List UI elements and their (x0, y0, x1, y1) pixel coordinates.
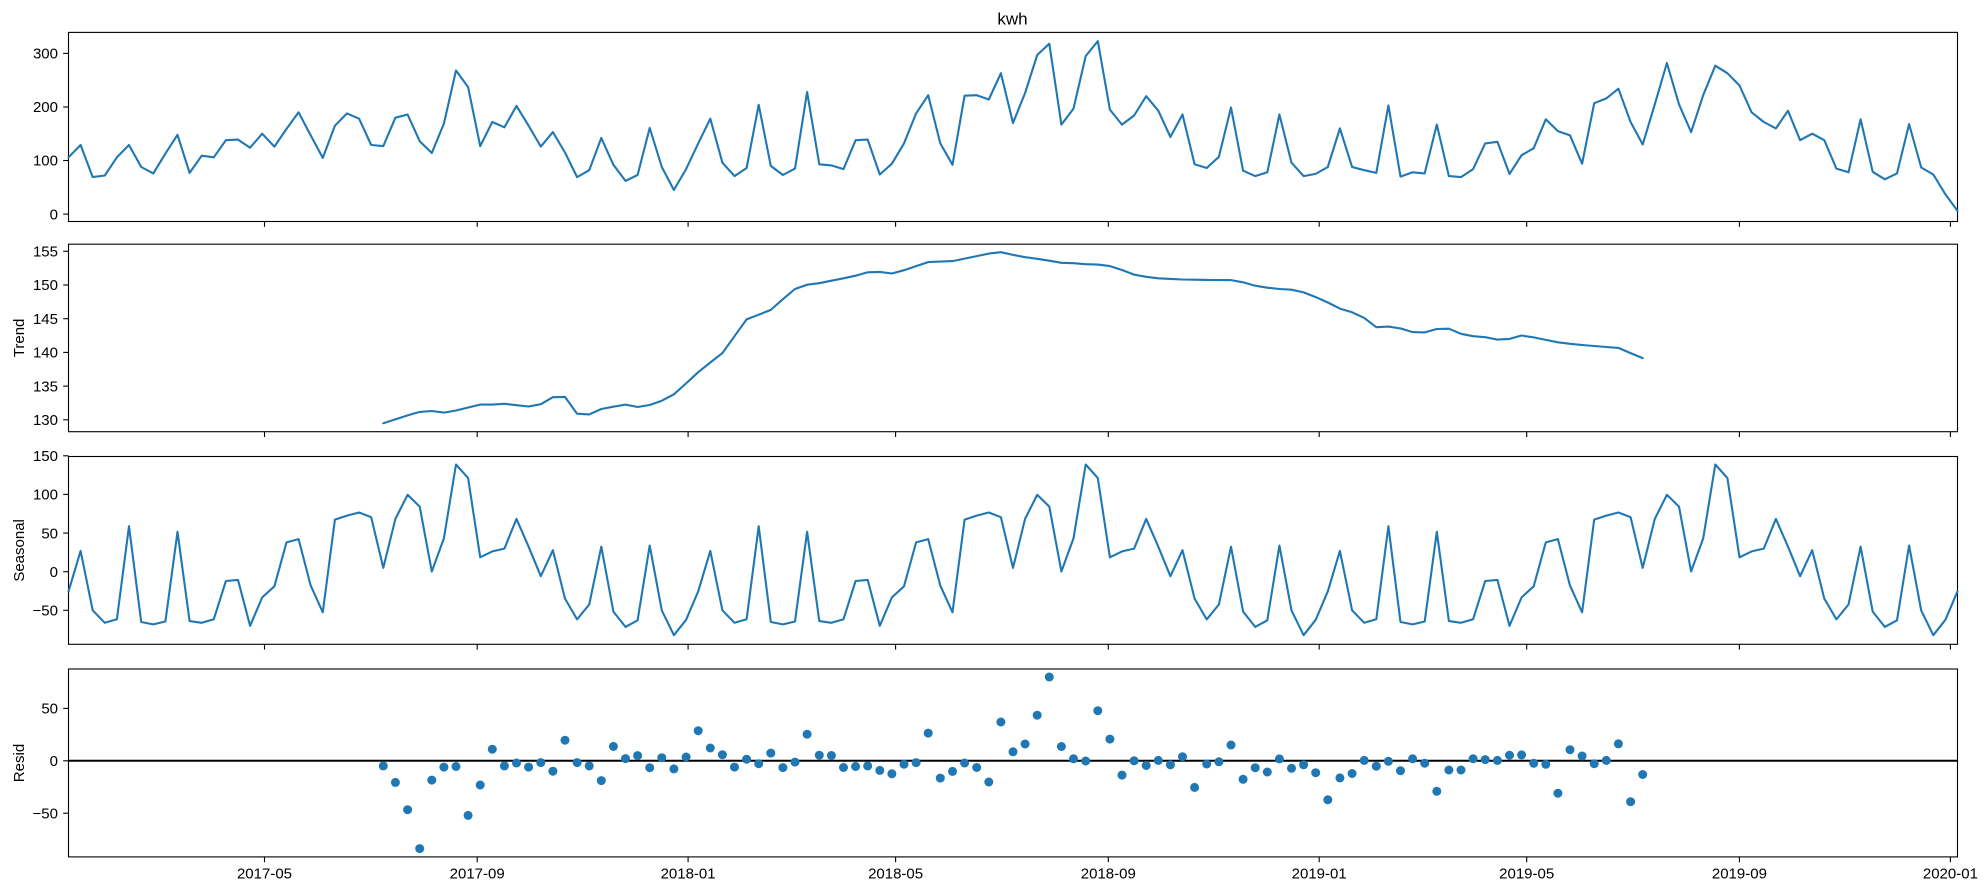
svg-text:Seasonal: Seasonal (11, 519, 28, 582)
svg-text:2019-05: 2019-05 (1499, 865, 1554, 882)
svg-text:2019-09: 2019-09 (1712, 865, 1767, 882)
svg-text:155: 155 (33, 244, 58, 261)
svg-text:2018-05: 2018-05 (868, 865, 923, 882)
svg-text:150: 150 (33, 448, 58, 465)
svg-text:135: 135 (33, 378, 58, 395)
svg-text:300: 300 (33, 46, 58, 63)
svg-text:0: 0 (50, 206, 58, 223)
svg-text:140: 140 (33, 345, 58, 362)
svg-text:2018-09: 2018-09 (1081, 865, 1136, 882)
svg-text:100: 100 (33, 153, 58, 170)
svg-text:145: 145 (33, 311, 58, 328)
svg-text:0: 0 (50, 564, 58, 581)
svg-text:2017-09: 2017-09 (450, 865, 505, 882)
svg-text:2018-01: 2018-01 (661, 865, 716, 882)
svg-text:Trend: Trend (11, 319, 28, 358)
svg-text:Resid: Resid (11, 744, 28, 782)
svg-text:2020-01: 2020-01 (1923, 865, 1978, 882)
svg-text:2017-05: 2017-05 (237, 865, 292, 882)
svg-text:2019-01: 2019-01 (1292, 865, 1347, 882)
svg-text:kwh: kwh (997, 10, 1027, 29)
svg-text:−50: −50 (33, 805, 58, 822)
svg-text:−50: −50 (33, 603, 58, 620)
svg-text:50: 50 (41, 525, 58, 542)
svg-text:200: 200 (33, 99, 58, 116)
svg-text:50: 50 (41, 701, 58, 718)
svg-text:130: 130 (33, 412, 58, 429)
svg-text:0: 0 (50, 753, 58, 770)
svg-text:150: 150 (33, 277, 58, 294)
svg-text:100: 100 (33, 487, 58, 504)
